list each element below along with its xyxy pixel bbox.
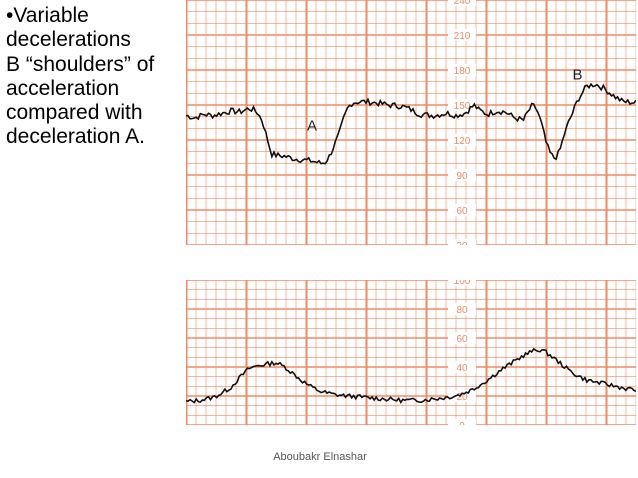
tick-label-bg [448, 361, 476, 373]
tick-label-bg [448, 169, 476, 181]
annotation-label: A [307, 118, 317, 135]
annotation-label: B [572, 66, 582, 83]
y-tick-label: 150 [454, 101, 471, 112]
y-tick-label: 240 [454, 0, 471, 7]
tick-label-bg [448, 0, 476, 6]
chart-background [186, 0, 636, 245]
tick-label-bg [448, 303, 476, 315]
y-tick-label: 60 [456, 334, 468, 345]
y-tick-label: 40 [456, 363, 468, 374]
tick-label-bg [448, 29, 476, 41]
bullet-variable-decelerations: •Variable decelerations [6, 4, 131, 51]
y-tick-label: 210 [454, 31, 471, 42]
author-credit: Aboubakr Elnashar [273, 451, 367, 463]
trace-line [186, 82, 636, 165]
trace-line [186, 347, 636, 404]
y-tick-label: 180 [454, 66, 471, 77]
bullet-shoulders: B “shoulders” of acceleration compared w… [6, 53, 155, 148]
y-tick-label: 30 [456, 241, 468, 245]
tick-label-bg [448, 239, 476, 245]
uterine-contraction-chart: 0 20 40 60 80 100 [186, 280, 636, 425]
y-tick-label: 100 [454, 280, 471, 287]
bullet-list: •Variable decelerations B “shoulders” of… [6, 4, 186, 150]
tick-label-bg [448, 99, 476, 111]
tick-label-bg [448, 64, 476, 76]
y-tick-label: 20 [456, 392, 468, 403]
tick-label-bg [448, 332, 476, 344]
y-tick-label: 120 [454, 136, 471, 147]
y-tick-label: 60 [456, 206, 468, 217]
y-tick-label: 80 [456, 305, 468, 316]
tick-label-bg [448, 204, 476, 216]
y-tick-label: 90 [456, 171, 468, 182]
tick-label-bg [448, 134, 476, 146]
fetal-heart-rate-chart: 30 60 90 120 150 180 210 240 A B [186, 0, 636, 245]
y-tick-label: 0 [459, 421, 465, 425]
chart-background [186, 280, 636, 425]
tick-label-bg [448, 280, 476, 286]
tick-label-bg [448, 419, 476, 425]
